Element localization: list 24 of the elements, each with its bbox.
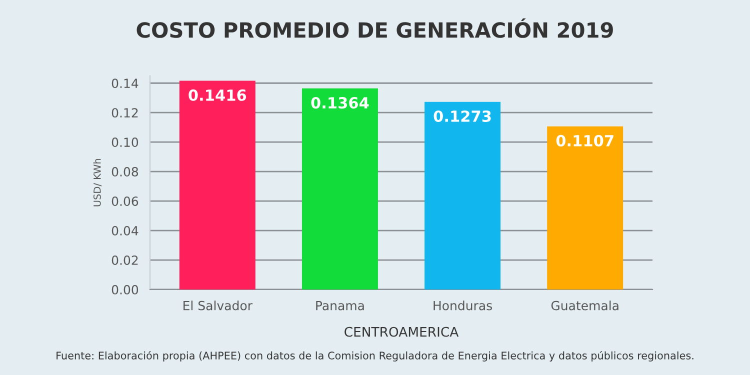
x-tick-label: Honduras xyxy=(434,300,492,310)
chart-title: COSTO PROMEDIO DE GENERACIÓN 2019 xyxy=(136,18,613,38)
y-tick-label: 0.02 xyxy=(112,255,138,265)
y-tick-label: 0.12 xyxy=(112,108,138,118)
y-tick-label: 0.04 xyxy=(112,226,138,236)
bar xyxy=(424,102,501,290)
y-tick-label: 0.14 xyxy=(112,78,138,88)
y-tick-label: 0.10 xyxy=(112,138,138,148)
bar xyxy=(302,88,378,290)
bar xyxy=(179,80,256,290)
x-axis-title: CENTROAMERICA xyxy=(344,326,459,337)
data-label: 0.1273 xyxy=(434,110,491,122)
data-label: 0.1416 xyxy=(188,89,246,101)
y-tick-label: 0.08 xyxy=(112,167,138,176)
source-note: Fuente: Elaboración propia (AHPEE) con datos de la Comision Reguladora de Energia Electrica y datos públicos regionales. xyxy=(56,351,694,362)
x-tick-label: Panama xyxy=(316,300,364,310)
y-tick-label: 0.00 xyxy=(112,284,138,294)
data-label: 0.1107 xyxy=(556,134,614,146)
y-axis-title: USD/ KWh xyxy=(93,158,102,206)
data-label: 0.1364 xyxy=(311,97,369,109)
x-tick-label: Guatemala xyxy=(551,300,618,310)
y-tick-label: 0.06 xyxy=(112,196,138,206)
x-tick-label: El Salvador xyxy=(184,300,252,310)
bar xyxy=(547,126,624,290)
